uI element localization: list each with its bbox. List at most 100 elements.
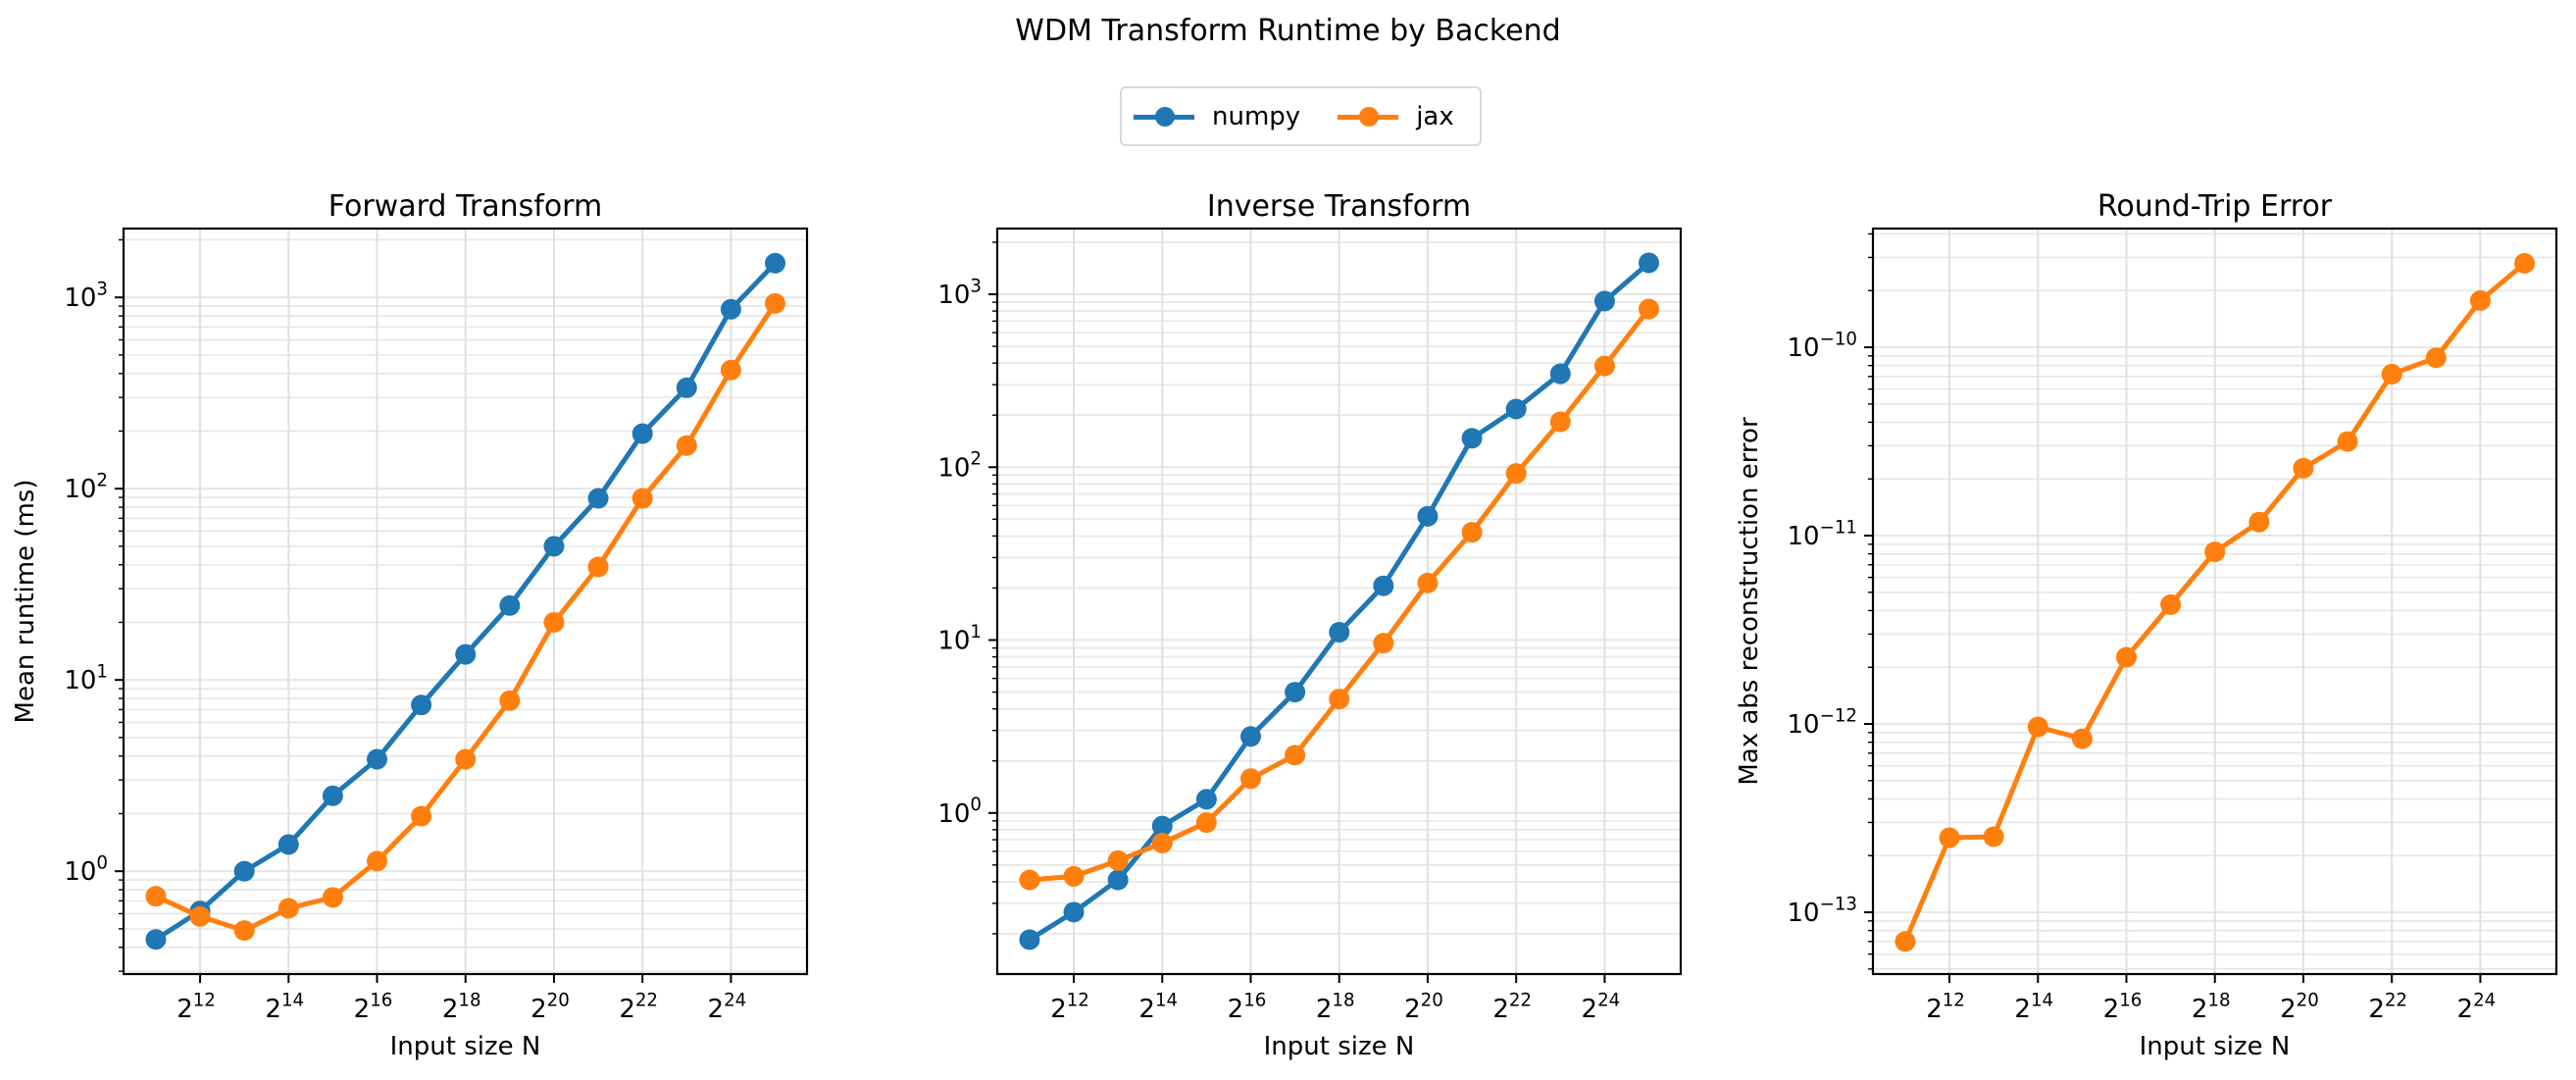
data-point-jax xyxy=(2027,716,2048,738)
y-axis-label: Mean runtime (ms) xyxy=(11,480,40,724)
data-point-jax xyxy=(1195,812,1217,834)
legend-marker-jax xyxy=(1338,106,1399,127)
data-point-jax xyxy=(765,292,786,314)
data-point-numpy xyxy=(233,860,255,882)
x-tick-label: 214 xyxy=(2014,990,2053,1024)
data-point-jax xyxy=(1639,298,1660,320)
x-tick-label: 214 xyxy=(1138,990,1178,1024)
data-point-numpy xyxy=(676,377,697,398)
x-tick-label: 218 xyxy=(1316,990,1355,1024)
data-point-numpy xyxy=(499,594,521,616)
legend-item-jax: jax xyxy=(1338,102,1454,131)
data-point-numpy xyxy=(145,929,167,951)
legend-label-numpy: numpy xyxy=(1212,101,1301,131)
data-point-jax xyxy=(278,898,299,919)
x-tick-label: 222 xyxy=(2368,990,2407,1024)
x-tick-label: 212 xyxy=(1050,990,1089,1024)
y-tick-label: 10−13 xyxy=(1788,894,1857,928)
x-tick-label: 218 xyxy=(442,990,481,1024)
x-tick-label: 216 xyxy=(1228,990,1267,1024)
x-axis-label: Input size N xyxy=(1264,1032,1415,1061)
data-point-jax xyxy=(145,886,167,907)
data-point-jax xyxy=(1505,463,1527,485)
data-point-numpy xyxy=(1151,815,1173,837)
data-point-jax xyxy=(411,805,432,827)
data-point-numpy xyxy=(366,748,387,770)
data-point-jax xyxy=(1894,931,1916,952)
data-point-jax xyxy=(366,850,387,872)
data-point-numpy xyxy=(1195,789,1217,810)
data-point-numpy xyxy=(455,643,477,665)
legend-marker-numpy xyxy=(1134,106,1194,127)
data-point-jax xyxy=(2071,728,2093,749)
data-point-numpy xyxy=(587,488,609,509)
x-tick-label: 222 xyxy=(1492,990,1532,1024)
data-point-jax xyxy=(1151,832,1173,853)
data-point-jax xyxy=(2514,252,2536,274)
data-point-jax xyxy=(2160,593,2182,615)
data-point-jax xyxy=(1107,849,1129,871)
x-tick-label: 222 xyxy=(619,990,658,1024)
data-point-jax xyxy=(2337,431,2358,452)
data-point-numpy xyxy=(1505,398,1527,420)
data-point-jax xyxy=(1373,633,1394,654)
x-tick-label: 216 xyxy=(2103,990,2143,1024)
data-point-numpy xyxy=(322,785,343,806)
figure-title: WDM Transform Runtime by Backend xyxy=(1015,14,1561,48)
y-tick-label: 101 xyxy=(937,622,982,656)
data-point-jax xyxy=(2293,457,2314,479)
data-point-jax xyxy=(720,359,741,381)
y-tick-label: 10−11 xyxy=(1788,517,1857,551)
data-point-numpy xyxy=(631,423,653,444)
x-tick-label: 212 xyxy=(1926,990,1965,1024)
data-point-jax xyxy=(2381,363,2402,385)
x-tick-label: 216 xyxy=(354,990,393,1024)
data-point-numpy xyxy=(411,694,432,716)
data-point-jax xyxy=(322,887,343,908)
data-point-jax xyxy=(455,748,477,770)
data-point-jax xyxy=(1285,745,1306,766)
y-tick-label: 103 xyxy=(64,279,108,313)
subplot-title: Forward Transform xyxy=(328,189,602,224)
data-point-jax xyxy=(1063,865,1085,887)
data-point-numpy xyxy=(1285,682,1306,703)
subplot-round-trip-error: 212 214 216 218 220 222 224 10−13 10−12 10−11 10−1… xyxy=(1735,189,2558,1061)
y-tick-label: 10−10 xyxy=(1788,329,1857,363)
data-point-jax xyxy=(543,611,565,633)
figure-legend: numpy jax xyxy=(1120,86,1482,146)
data-point-jax xyxy=(2204,541,2226,563)
x-tick-label: 212 xyxy=(177,990,216,1024)
data-point-jax xyxy=(233,920,255,942)
data-point-jax xyxy=(1983,826,2004,848)
data-point-jax xyxy=(1461,522,1483,543)
x-axis-label: Input size N xyxy=(2140,1032,2291,1061)
data-point-numpy xyxy=(1593,290,1615,312)
data-point-numpy xyxy=(720,298,741,320)
data-point-jax xyxy=(2248,511,2270,533)
subplot-forward-transform: 212 214 216 218 220 222 224 100 101 102 103 Forward… xyxy=(11,189,809,1061)
data-point-jax xyxy=(1329,689,1350,710)
legend-label-jax: jax xyxy=(1416,101,1454,131)
data-point-jax xyxy=(1939,827,1960,849)
x-axis-label: Input size N xyxy=(390,1032,541,1061)
data-point-jax xyxy=(2469,289,2491,311)
x-tick-label: 220 xyxy=(1404,990,1443,1024)
data-point-jax xyxy=(189,905,211,927)
y-tick-label: 102 xyxy=(64,470,108,504)
x-tick-label: 220 xyxy=(530,990,570,1024)
data-point-numpy xyxy=(1373,575,1394,596)
y-tick-label: 100 xyxy=(937,795,982,829)
data-point-numpy xyxy=(1461,428,1483,449)
data-point-jax xyxy=(1593,355,1615,377)
y-axis-label: Max abs reconstruction error xyxy=(1735,417,1764,786)
data-point-numpy xyxy=(1417,505,1439,527)
subplot-inverse-transform: 212 214 216 218 220 222 224 100 101 102 103 Inverse… xyxy=(937,189,1683,1061)
data-point-jax xyxy=(1417,572,1439,593)
x-tick-label: 224 xyxy=(1582,990,1621,1024)
y-tick-label: 10−12 xyxy=(1788,705,1857,740)
x-tick-label: 224 xyxy=(2457,990,2497,1024)
data-point-jax xyxy=(631,488,653,509)
data-point-jax xyxy=(499,690,521,711)
y-tick-label: 100 xyxy=(64,852,108,887)
